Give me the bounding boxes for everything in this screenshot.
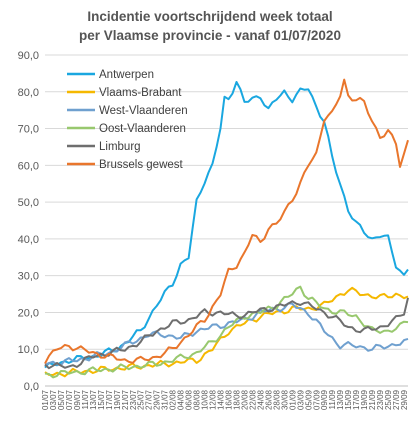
chart-subtitle: per Vlaamse provincie - vanaf 01/07/2020 xyxy=(79,28,341,43)
y-tick-label: 50,0 xyxy=(18,197,39,209)
x-tick-label: 03/09 xyxy=(296,389,305,410)
x-tick-label: 21/09 xyxy=(368,389,377,410)
x-tick-label: 26/08 xyxy=(264,389,273,410)
x-tick-label: 13/09 xyxy=(336,389,345,410)
x-tick-label: 31/07 xyxy=(161,389,170,410)
series-lines xyxy=(44,78,409,379)
y-tick-label: 70,0 xyxy=(18,124,39,136)
x-tick-label: 09/07 xyxy=(73,389,82,410)
y-tick-label: 80,0 xyxy=(18,87,39,99)
x-tick-label: 12/08 xyxy=(209,389,218,410)
chart-title: Incidentie voortschrijdend week totaal xyxy=(87,9,333,24)
y-tick-label: 60,0 xyxy=(18,160,39,172)
x-tick-label: 22/08 xyxy=(248,389,257,410)
x-tick-label: 10/08 xyxy=(201,389,210,410)
legend-label: Brussels gewest xyxy=(99,159,184,171)
x-tick-label: 25/07 xyxy=(137,389,146,410)
legend-label: Limburg xyxy=(99,141,141,153)
legend-label: Antwerpen xyxy=(99,69,154,81)
x-tick-label: 11/07 xyxy=(81,389,90,409)
gridlines xyxy=(45,54,408,387)
x-tick-label: 24/08 xyxy=(256,389,265,410)
y-tick-label: 40,0 xyxy=(18,234,39,246)
y-tick-label: 0,0 xyxy=(24,381,39,393)
legend: Antwerpen Vlaams-Brabant West-Vlaanderen Oo… xyxy=(67,69,188,171)
x-tick-label: 07/09 xyxy=(312,389,321,410)
series-line-antwerpen xyxy=(44,81,409,369)
y-tick-label: 20,0 xyxy=(18,307,39,319)
legend-label: Oost-Vlaanderen xyxy=(99,123,186,135)
x-tick-label: 15/09 xyxy=(344,389,353,410)
x-tick-label: 07/07 xyxy=(65,389,74,410)
series-line-brussels-gewest xyxy=(44,78,409,365)
x-tick-label: 08/08 xyxy=(193,389,202,410)
x-tick-label: 14/08 xyxy=(217,389,226,410)
x-tick-label: 27/09 xyxy=(392,389,401,410)
x-tick-label: 30/08 xyxy=(280,389,289,410)
y-tick-label: 10,0 xyxy=(18,344,39,356)
x-tick-label: 21/07 xyxy=(121,389,130,410)
x-tick-label: 17/07 xyxy=(105,389,114,410)
x-tick-label: 29/09 xyxy=(400,389,409,410)
x-tick-label: 23/09 xyxy=(376,389,385,410)
x-tick-label: 09/09 xyxy=(320,389,329,410)
x-tick-label: 19/07 xyxy=(113,389,122,410)
x-tick-label: 01/09 xyxy=(288,389,297,410)
x-tick-label: 27/07 xyxy=(145,389,154,410)
legend-label: West-Vlaanderen xyxy=(99,105,188,117)
series-line-vlaams-brabant xyxy=(44,286,409,378)
y-tick-label: 30,0 xyxy=(18,271,39,283)
y-tick-label: 90,0 xyxy=(18,50,39,62)
x-tick-label: 13/07 xyxy=(89,389,98,410)
series-line-oost-vlaanderen xyxy=(44,285,409,379)
x-tick-label: 05/07 xyxy=(57,389,66,410)
x-tick-label: 02/08 xyxy=(169,389,178,410)
x-tick-label: 05/09 xyxy=(304,389,313,410)
x-tick-label: 01/07 xyxy=(41,389,50,410)
x-tick-label: 20/08 xyxy=(240,389,249,410)
series-line-limburg xyxy=(44,297,409,370)
x-tick-label: 23/07 xyxy=(129,389,138,410)
x-tick-label: 16/08 xyxy=(224,389,233,410)
x-tick-label: 18/08 xyxy=(232,389,241,410)
x-tick-label: 29/07 xyxy=(153,389,162,410)
x-tick-label: 03/07 xyxy=(49,389,58,410)
x-tick-label: 04/08 xyxy=(177,389,186,410)
x-tick-label: 25/09 xyxy=(384,389,393,410)
x-tick-label: 17/09 xyxy=(352,389,361,410)
x-tick-label: 11/09 xyxy=(328,389,337,409)
x-tick-label: 28/08 xyxy=(272,389,281,410)
x-tick-label: 19/09 xyxy=(360,389,369,410)
x-tick-label: 06/08 xyxy=(185,389,194,410)
legend-label: Vlaams-Brabant xyxy=(99,87,182,99)
x-tick-label: 15/07 xyxy=(97,389,106,410)
axes: 0,0 10,0 20,0 30,0 40,0 50,0 60,0 70,0 80,0 90,0 0… xyxy=(18,50,409,410)
